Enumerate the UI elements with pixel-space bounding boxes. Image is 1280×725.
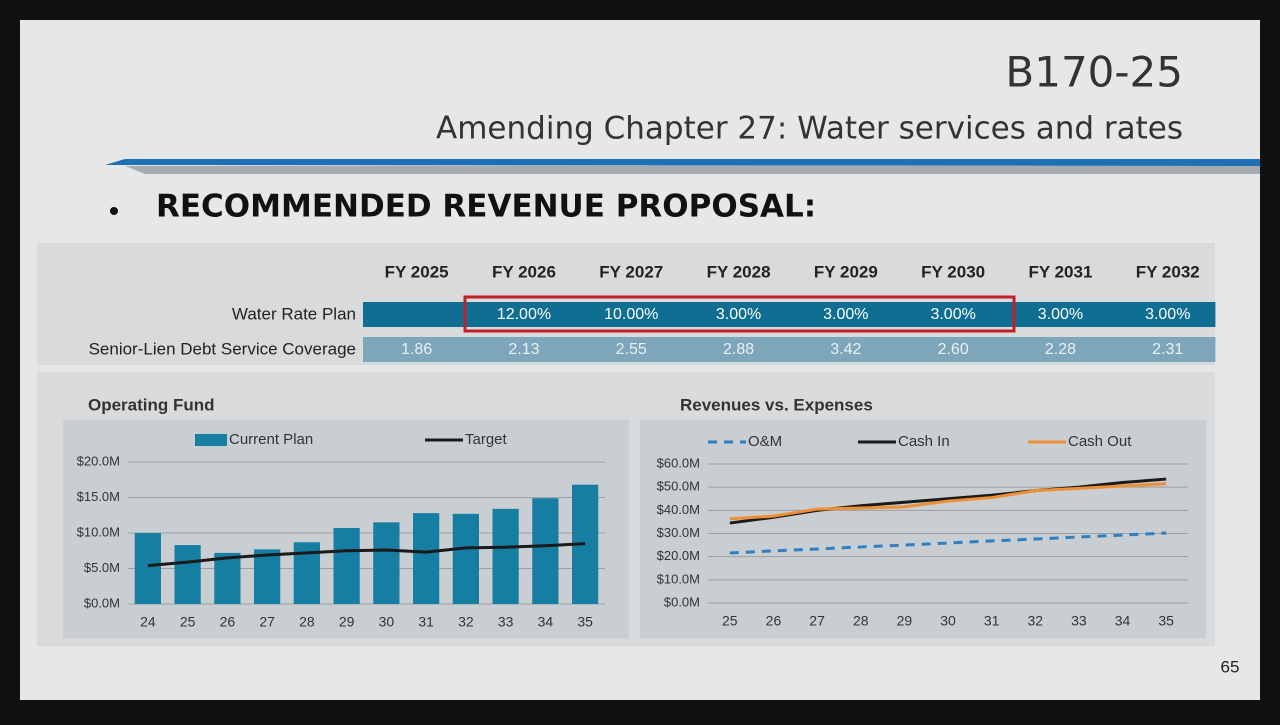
bar (174, 545, 201, 604)
x-tick-label: 35 (577, 614, 593, 630)
bar (492, 508, 519, 604)
table-cell: 2.28 (1045, 341, 1076, 358)
x-tick-label: 28 (299, 614, 315, 630)
legend-label: Cash Out (1068, 433, 1132, 450)
page-number: 65 (1221, 657, 1240, 676)
table-cell: 2.31 (1152, 341, 1183, 358)
y-tick-label: $60.0M (657, 455, 700, 470)
x-tick-label: 29 (339, 614, 355, 630)
title-rule-shadow (125, 166, 1260, 174)
charts: Operating Fund $0.0M $5.0M $10.0M $15.0M $20.… (77, 395, 1188, 630)
title-rule (105, 159, 1260, 166)
heading: RECOMMENDED REVENUE PROPOSAL: (156, 189, 816, 225)
table-cell: 10.00% (604, 306, 658, 323)
y-tick-label: $5.0M (84, 560, 120, 575)
column-header: FY 2025 (385, 262, 449, 281)
row-label: Water Rate Plan (232, 304, 356, 323)
x-tick-label: 24 (140, 614, 156, 630)
series-line (729, 531, 1167, 555)
column-header: FY 2026 (492, 262, 556, 281)
table: FY 2025 FY 2026 FY 2027 FY 2028 FY 2029 FY 20… (89, 262, 1216, 362)
x-tick-label: 33 (1071, 613, 1087, 629)
bullet (110, 207, 118, 215)
legend-label: Current Plan (229, 431, 313, 448)
series-line (729, 482, 1167, 521)
column-header: FY 2031 (1028, 262, 1092, 281)
bar (413, 513, 440, 604)
bar (214, 552, 241, 604)
table-cell: 2.60 (938, 341, 969, 358)
x-tick-label: 27 (259, 614, 275, 630)
legend-label: O&M (748, 433, 782, 450)
x-tick-label: 28 (853, 613, 869, 629)
x-tick-label: 35 (1158, 613, 1174, 629)
y-tick-label: $20.0M (77, 453, 120, 468)
table-cell: 3.00% (823, 306, 868, 323)
table-cell: 12.00% (497, 306, 551, 323)
slide-subtitle: Amending Chapter 27: Water services and … (436, 111, 1183, 147)
column-header: FY 2030 (921, 262, 985, 281)
chart-title: Revenues vs. Expenses (680, 395, 873, 414)
y-tick-label: $15.0M (77, 489, 120, 504)
x-tick-label: 32 (458, 614, 474, 630)
table-cell: 2.88 (723, 341, 754, 358)
column-header: FY 2032 (1136, 262, 1200, 281)
x-tick-label: 33 (498, 614, 514, 630)
x-tick-label: 34 (1115, 613, 1131, 629)
table-cell: 3.42 (830, 341, 861, 358)
y-tick-label: $0.0M (84, 595, 120, 610)
x-tick-label: 26 (766, 613, 782, 629)
table-cell: 3.00% (930, 306, 975, 323)
table-row-band (363, 337, 1216, 362)
bar (254, 549, 281, 604)
x-tick-label: 34 (538, 614, 554, 630)
x-tick-label: 29 (897, 613, 913, 629)
bar (452, 513, 479, 604)
chart-title: Operating Fund (88, 395, 215, 414)
y-tick-label: $30.0M (657, 525, 700, 540)
bar (333, 528, 360, 604)
x-tick-label: 25 (722, 613, 738, 629)
table-cell: 3.00% (1038, 306, 1083, 323)
legend-label: Cash In (898, 433, 950, 450)
y-tick-label: $20.0M (657, 548, 700, 563)
x-tick-label: 32 (1027, 613, 1043, 629)
chart-panel (640, 420, 1206, 638)
column-header: FY 2029 (814, 262, 878, 281)
bar (134, 533, 161, 604)
y-tick-label: $40.0M (657, 502, 700, 517)
y-tick-label: $0.0M (664, 594, 700, 609)
column-header: FY 2027 (599, 262, 663, 281)
row-label: Senior-Lien Debt Service Coverage (89, 339, 356, 358)
x-tick-label: 31 (984, 613, 1000, 629)
x-tick-label: 26 (220, 614, 236, 630)
y-tick-label: $10.0M (77, 524, 120, 539)
x-tick-label: 31 (418, 614, 434, 630)
legend-label: Target (465, 431, 508, 448)
column-header: FY 2028 (707, 262, 771, 281)
legend-swatch (195, 434, 227, 446)
table-row-band (363, 302, 1216, 327)
table-cell: 2.13 (508, 341, 539, 358)
x-tick-label: 25 (180, 614, 196, 630)
slide-code: B170-25 (1005, 48, 1183, 97)
y-tick-label: $10.0M (657, 571, 700, 586)
x-tick-label: 30 (379, 614, 395, 630)
x-tick-label: 27 (809, 613, 825, 629)
bar (532, 498, 559, 604)
table-cell: 3.00% (716, 306, 761, 323)
table-cell: 2.55 (616, 341, 647, 358)
series-line (147, 542, 586, 568)
table-cell: 3.00% (1145, 306, 1190, 323)
x-tick-label: 30 (940, 613, 956, 629)
bar (373, 522, 400, 604)
y-tick-label: $50.0M (657, 479, 700, 494)
highlight-box (463, 295, 1016, 333)
table-cell: 1.86 (401, 341, 432, 358)
